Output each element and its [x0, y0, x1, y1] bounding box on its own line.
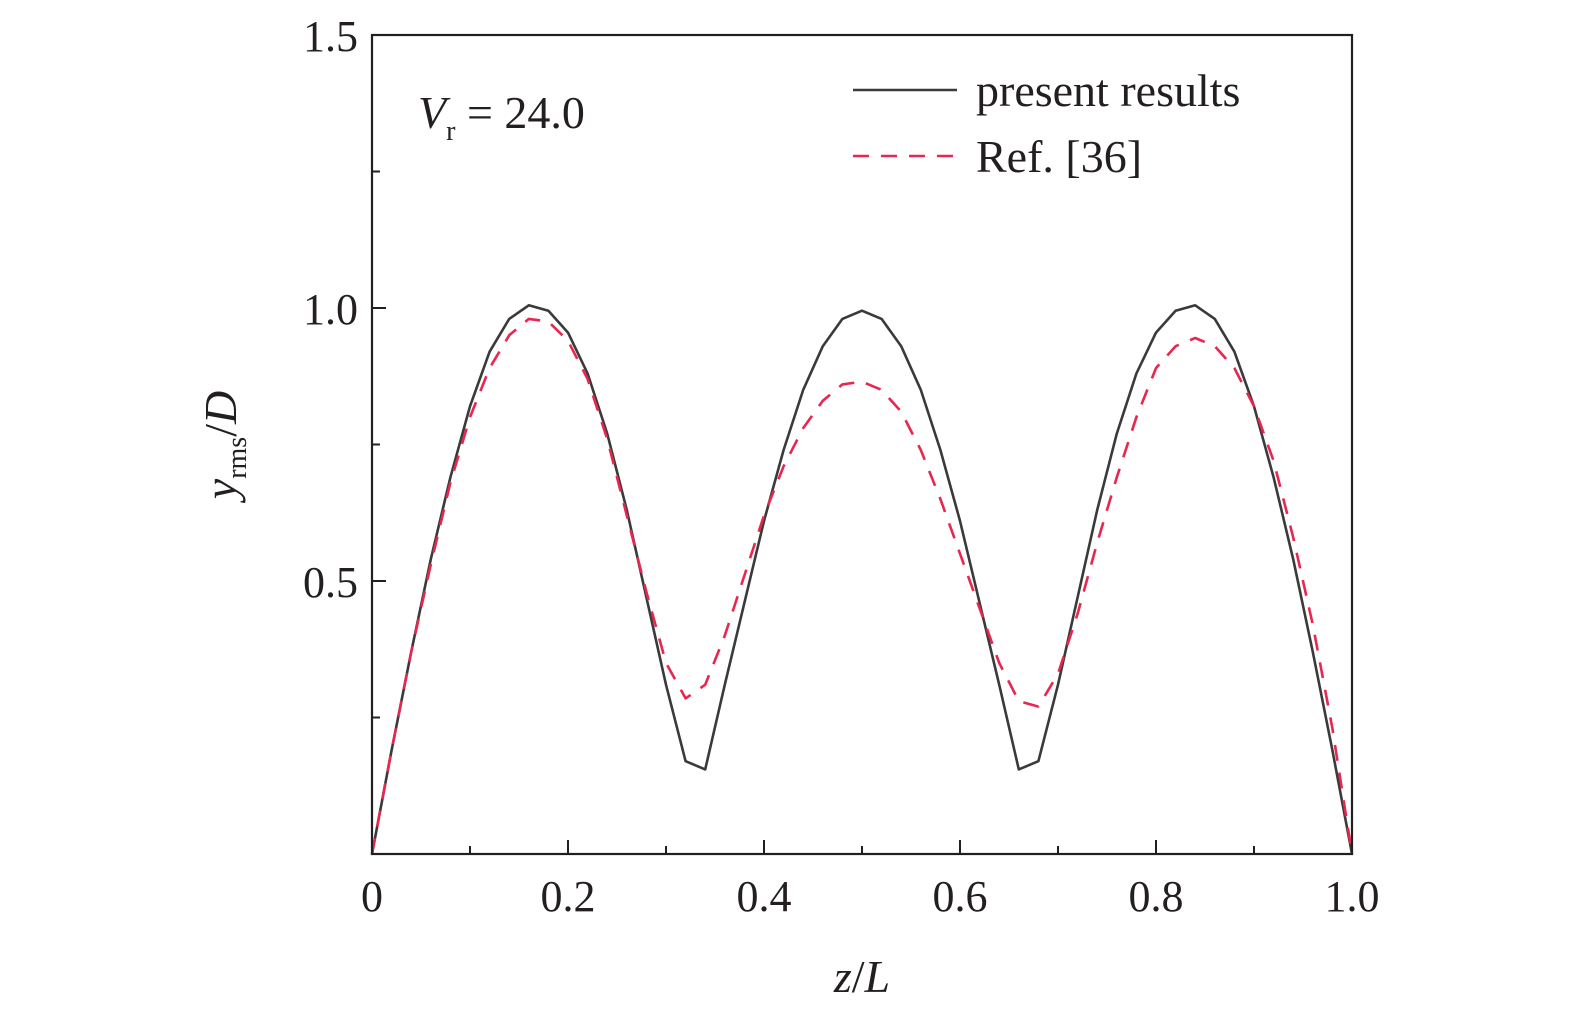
x-tick-label: 0.2: [541, 872, 596, 921]
x-axis-den: L: [864, 951, 891, 1002]
legend: present results Ref. [36]: [853, 65, 1240, 182]
legend-label-ref-36: Ref. [36]: [976, 131, 1142, 182]
x-axis-slash: /: [852, 951, 865, 1002]
x-axis-title: z/L: [833, 951, 890, 1002]
plot-area-frame: [370, 33, 1354, 856]
x-tick-label: 0: [361, 872, 383, 921]
y-tick-label: 1.0: [303, 285, 358, 334]
x-tick-label: 0.4: [737, 872, 792, 921]
x-tick-label: 1.0: [1325, 872, 1380, 921]
x-tick-label: 0.6: [933, 872, 988, 921]
series-layer: [370, 303, 1354, 855]
annotation: Vr = 24.0: [418, 87, 585, 147]
y-axis-title: yrms/D: [195, 391, 253, 503]
annotation-var: V: [418, 87, 451, 138]
y-axis-sub: rms: [222, 437, 253, 479]
ticks-layer: 0 0.2 0.4 0.6 0.8 1.0 0.5 1.0 1.5: [303, 12, 1380, 921]
series-line-ref-36: [370, 317, 1354, 855]
series-line-present-results: [370, 303, 1354, 855]
y-tick-label: 1.5: [303, 12, 358, 61]
annotation-sub: r: [446, 116, 456, 147]
y-axis-slash: /: [195, 424, 246, 437]
y-tick-label: 0.5: [303, 558, 358, 607]
y-axis-den: D: [195, 391, 246, 425]
legend-label-present-results: present results: [976, 65, 1240, 116]
x-tick-label: 0.8: [1129, 872, 1184, 921]
annotation-rest: = 24.0: [455, 87, 584, 138]
x-axis-var: z: [833, 951, 852, 1002]
y-axis-var: y: [195, 478, 246, 503]
